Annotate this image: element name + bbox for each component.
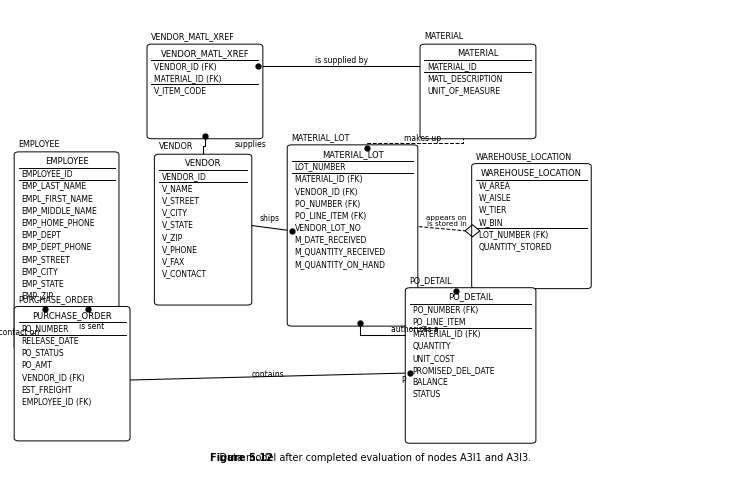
Text: PO_NUMBER (FK): PO_NUMBER (FK) (294, 199, 360, 208)
Text: LOT_NUMBER: LOT_NUMBER (294, 163, 346, 171)
Text: VENDOR_ID: VENDOR_ID (162, 172, 206, 181)
Text: PO_LINE_ITEM (FK): PO_LINE_ITEM (FK) (294, 211, 366, 220)
Text: PROMISED_DEL_DATE: PROMISED_DEL_DATE (413, 366, 495, 375)
Text: QUANTITY: QUANTITY (413, 342, 451, 351)
Text: PURCHASE_ORDER: PURCHASE_ORDER (32, 311, 112, 320)
Text: VENDOR_ID (FK): VENDOR_ID (FK) (22, 373, 84, 382)
Text: authorizes a: authorizes a (392, 325, 439, 334)
Text: PURCHASE_ORDER: PURCHASE_ORDER (19, 294, 94, 304)
Text: makes up: makes up (404, 134, 441, 143)
Text: MATERIAL_LOT: MATERIAL_LOT (322, 150, 383, 159)
Text: is supplied by: is supplied by (315, 55, 368, 65)
Text: PO_AMT: PO_AMT (22, 360, 53, 369)
Text: V_NAME: V_NAME (162, 184, 194, 193)
Text: W_AREA: W_AREA (479, 181, 511, 190)
Text: EMP_STREET: EMP_STREET (22, 255, 70, 264)
Text: QUANTITY_STORED: QUANTITY_STORED (479, 242, 553, 251)
FancyBboxPatch shape (287, 145, 418, 326)
Text: V_ITEM_CODE: V_ITEM_CODE (154, 86, 207, 95)
Text: EMP_DEPT_PHONE: EMP_DEPT_PHONE (22, 242, 92, 251)
Text: EMP_STATE: EMP_STATE (22, 279, 64, 288)
Text: V_CONTACT: V_CONTACT (162, 269, 207, 278)
FancyBboxPatch shape (14, 152, 119, 349)
Text: PO_DETAIL: PO_DETAIL (410, 276, 453, 285)
Text: VENDOR: VENDOR (159, 142, 194, 152)
Text: PO_NUMBER: PO_NUMBER (22, 324, 69, 333)
FancyBboxPatch shape (14, 306, 130, 441)
Text: MATERIAL_ID (FK): MATERIAL_ID (FK) (413, 330, 480, 338)
Text: VENDOR: VENDOR (185, 159, 221, 168)
Text: VENDOR_ID (FK): VENDOR_ID (FK) (154, 62, 217, 71)
Text: EMP_ZIP: EMP_ZIP (22, 291, 53, 300)
FancyBboxPatch shape (147, 44, 263, 139)
Text: V_STREET: V_STREET (162, 196, 200, 205)
Text: MATERIAL_LOT: MATERIAL_LOT (291, 133, 350, 142)
Text: ships: ships (260, 214, 279, 223)
Text: VENDOR_ID (FK): VENDOR_ID (FK) (294, 187, 357, 196)
Text: MATERIAL_ID (FK): MATERIAL_ID (FK) (294, 174, 362, 184)
Text: LOT_NUMBER (FK): LOT_NUMBER (FK) (479, 230, 548, 239)
Text: WAREHOUSE_LOCATION: WAREHOUSE_LOCATION (481, 168, 582, 177)
Text: V_PHONE: V_PHONE (162, 245, 197, 254)
Text: contains: contains (252, 370, 284, 379)
Text: PO_DETAIL: PO_DETAIL (448, 293, 493, 302)
Text: WAREHOUSE_LOCATION: WAREHOUSE_LOCATION (476, 152, 572, 161)
Text: PO_NUMBER (FK): PO_NUMBER (FK) (413, 305, 478, 314)
Text: UNIT_OF_MEASURE: UNIT_OF_MEASURE (428, 86, 501, 95)
Text: STATUS: STATUS (413, 391, 441, 400)
Text: EMP_CITY: EMP_CITY (22, 267, 58, 276)
Text: EMPL_FIRST_NAME: EMPL_FIRST_NAME (22, 194, 93, 203)
Text: is sent: is sent (79, 322, 105, 331)
Text: W_TIER: W_TIER (479, 206, 508, 215)
Text: PO_STATUS: PO_STATUS (22, 348, 64, 358)
Text: EMPLOYEE: EMPLOYEE (19, 140, 60, 149)
FancyBboxPatch shape (471, 163, 591, 289)
Text: supplies: supplies (234, 140, 267, 149)
Text: EST_FREIGHT: EST_FREIGHT (22, 385, 72, 394)
Text: EMPLOYEE_ID (FK): EMPLOYEE_ID (FK) (22, 397, 91, 406)
Text: BALANCE: BALANCE (413, 378, 448, 387)
Text: EMPLOYEE_ID: EMPLOYEE_ID (22, 169, 73, 178)
Text: MATL_DESCRIPTION: MATL_DESCRIPTION (428, 74, 503, 83)
Text: Data model after completed evaluation of nodes A3I1 and A3I3.: Data model after completed evaluation of… (211, 453, 532, 463)
Text: is stored in: is stored in (427, 221, 466, 227)
Text: W_BIN: W_BIN (479, 217, 504, 227)
FancyBboxPatch shape (154, 154, 252, 305)
Text: EMP_HOME_PHONE: EMP_HOME_PHONE (22, 218, 95, 227)
Text: M_QUANTITY_ON_HAND: M_QUANTITY_ON_HAND (294, 260, 386, 269)
Text: MATERIAL_ID (FK): MATERIAL_ID (FK) (154, 74, 222, 83)
Text: EMP_LAST_NAME: EMP_LAST_NAME (22, 182, 87, 191)
Text: VENDOR_MATL_XREF: VENDOR_MATL_XREF (160, 49, 249, 58)
FancyBboxPatch shape (405, 288, 536, 443)
Text: VENDOR_MATL_XREF: VENDOR_MATL_XREF (151, 33, 235, 41)
Text: EMP_DEPT: EMP_DEPT (22, 230, 61, 239)
Text: RELEASE_DATE: RELEASE_DATE (22, 336, 79, 345)
Text: appears on: appears on (426, 215, 467, 221)
Text: V_STATE: V_STATE (162, 220, 194, 229)
Text: MATERIAL_ID: MATERIAL_ID (428, 62, 477, 71)
Text: V_CITY: V_CITY (162, 208, 187, 217)
Text: M_QUANTITY_RECEIVED: M_QUANTITY_RECEIVED (294, 248, 386, 257)
Text: V_FAX: V_FAX (162, 257, 185, 266)
Text: UNIT_COST: UNIT_COST (413, 354, 455, 363)
Text: W_AISLE: W_AISLE (479, 193, 512, 202)
Text: Figure 5.12: Figure 5.12 (211, 453, 273, 463)
Text: V_ZIP: V_ZIP (162, 233, 183, 241)
Text: is contact on: is contact on (0, 328, 39, 337)
Text: EMPLOYEE: EMPLOYEE (44, 157, 88, 166)
Text: PO_LINE_ITEM: PO_LINE_ITEM (413, 317, 466, 326)
FancyBboxPatch shape (420, 44, 536, 139)
Text: MATERIAL: MATERIAL (425, 33, 464, 41)
Text: EMP_MIDDLE_NAME: EMP_MIDDLE_NAME (22, 206, 97, 215)
Text: M_DATE_RECEIVED: M_DATE_RECEIVED (294, 236, 367, 244)
Text: P: P (401, 376, 406, 384)
Text: VENDOR_LOT_NO: VENDOR_LOT_NO (294, 223, 361, 232)
Text: MATERIAL: MATERIAL (457, 49, 498, 58)
